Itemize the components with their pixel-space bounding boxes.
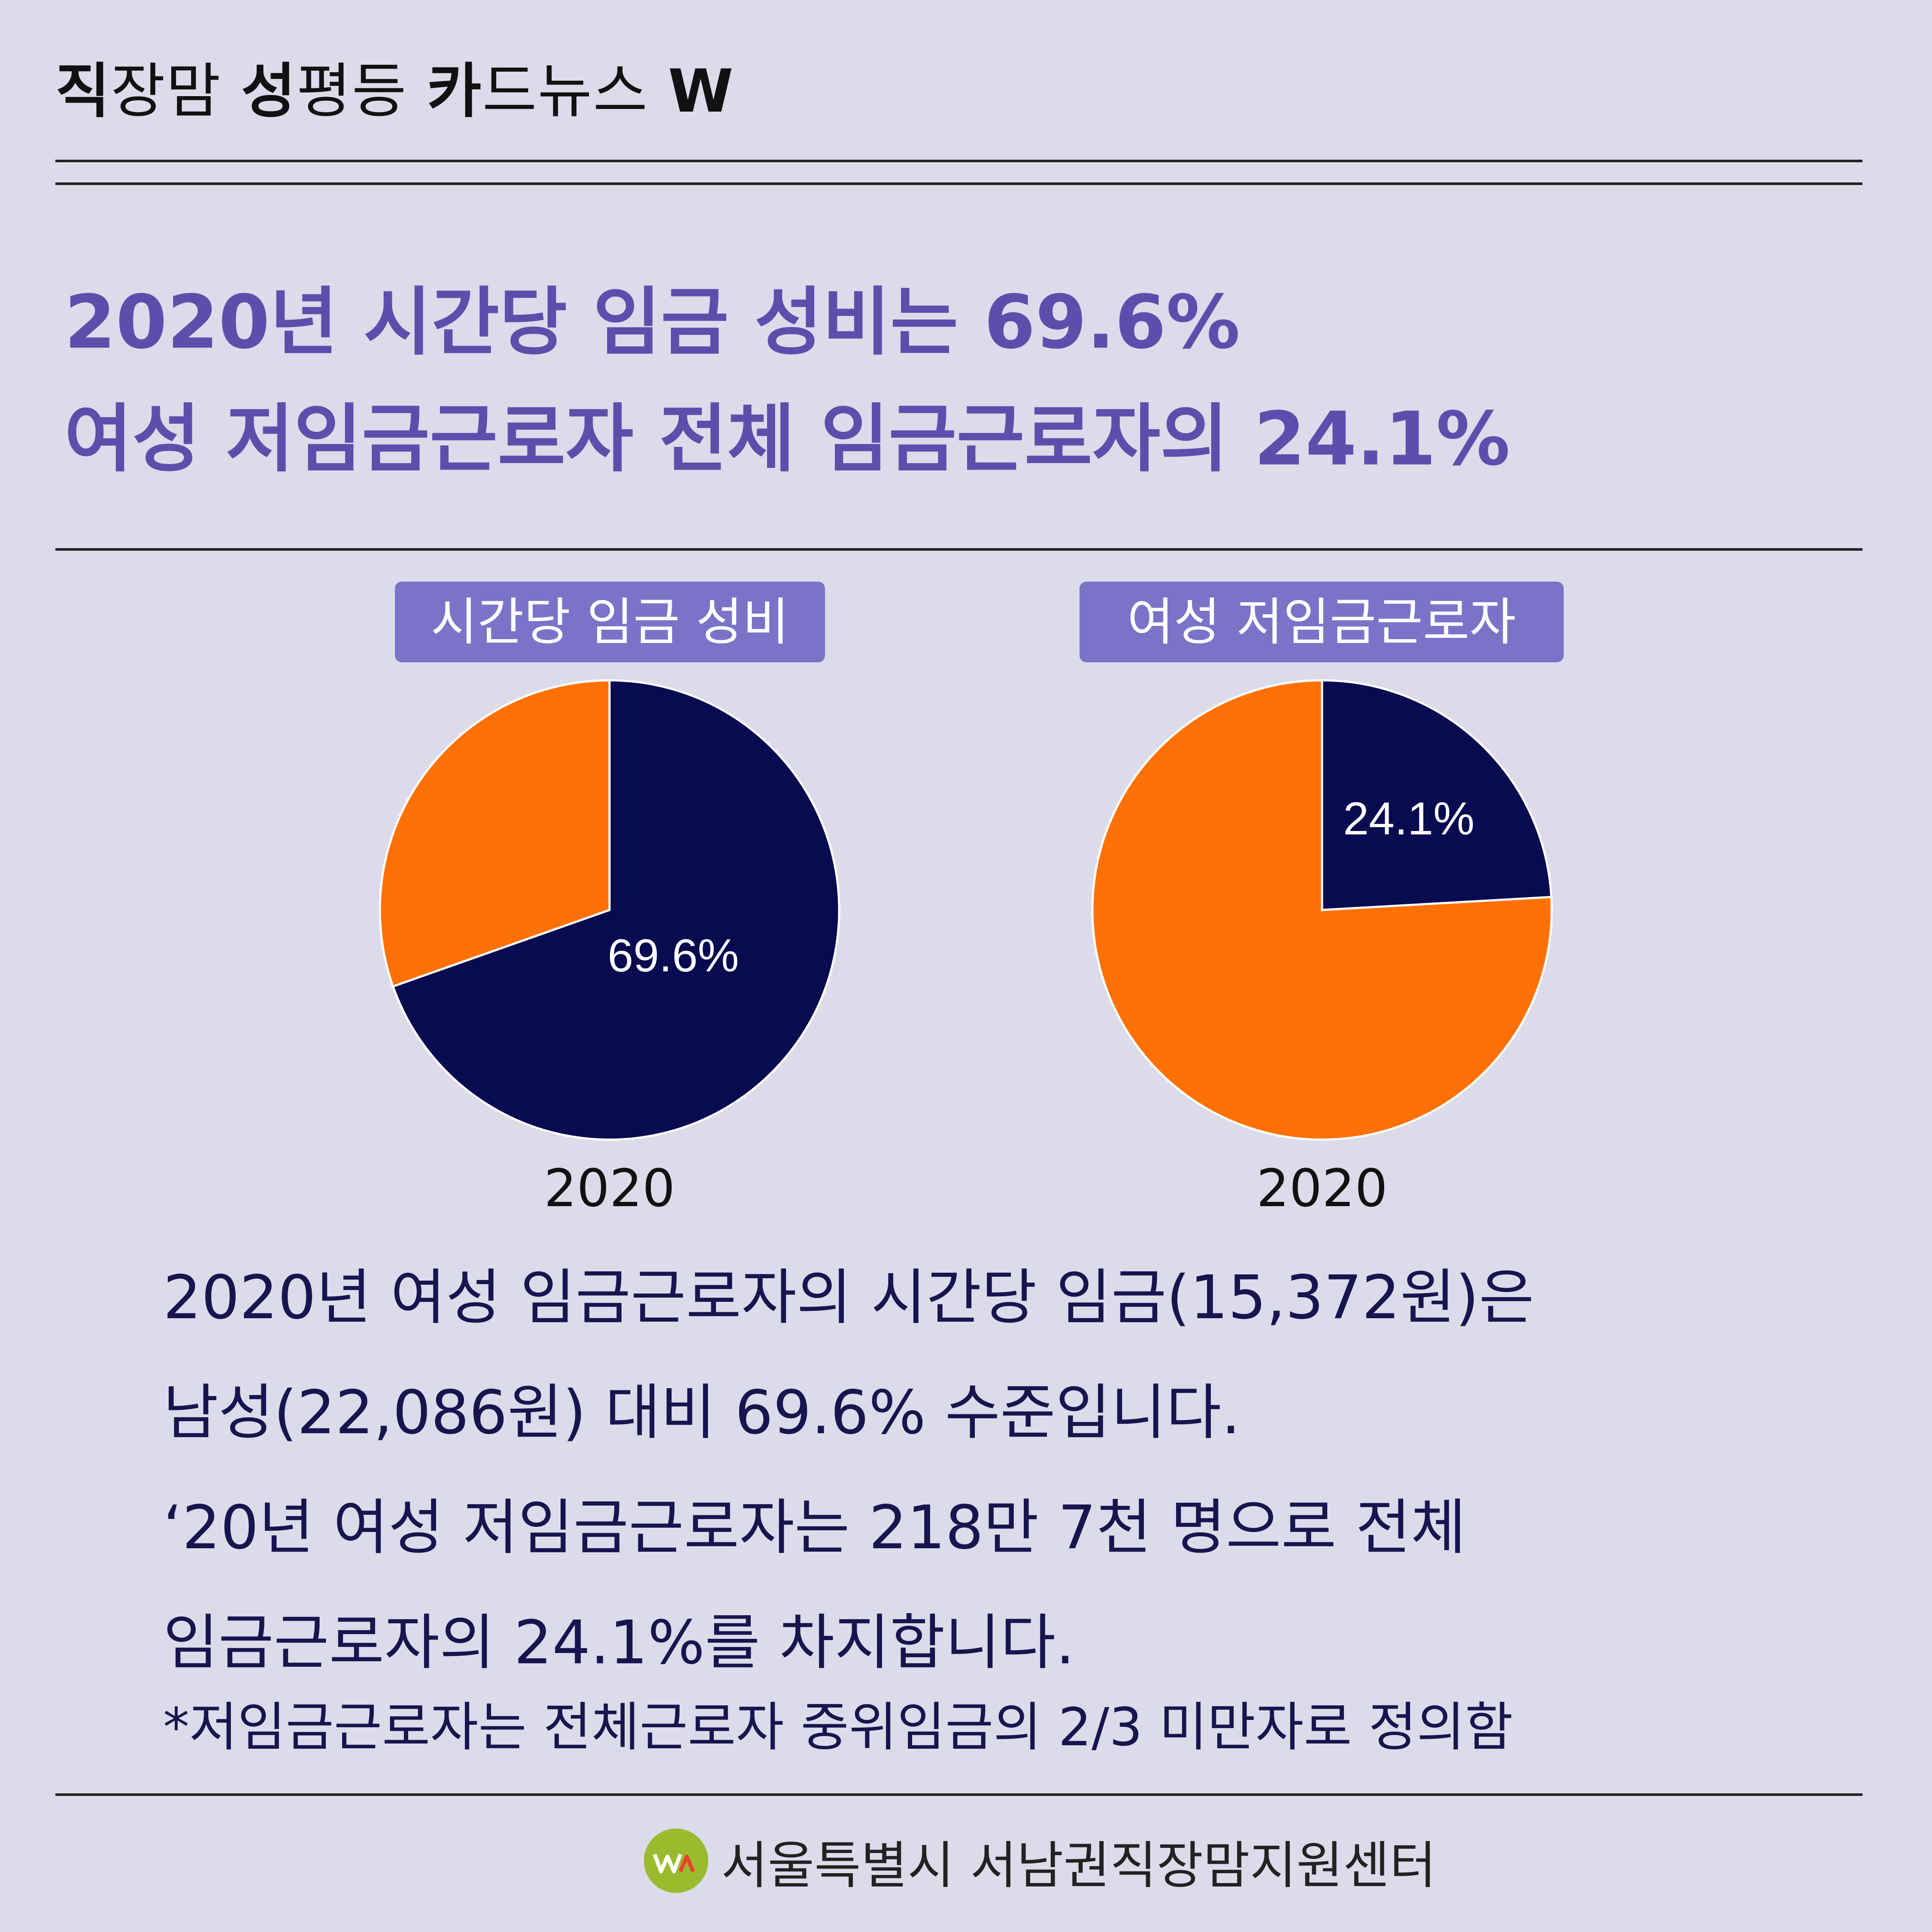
chart-1-xlabel: 2020: [544, 1159, 675, 1219]
pie-data-label: 24.1%: [1343, 792, 1474, 844]
footer-logo: 서울특별시 서남권직장맘지원센터: [644, 1818, 1436, 1904]
brand-title: 직장맘 성평등 카드뉴스 W: [55, 43, 734, 129]
pie-slice: [379, 679, 611, 988]
center-logo-icon: [644, 1829, 708, 1893]
footer-organization: 서울특별시 서남권직장맘지원센터: [721, 1835, 1436, 1895]
body-line: ‘20년 여성 저임금근로자는 218만 7천 명으로 전체: [163, 1493, 1466, 1563]
divider-middle: [55, 548, 1862, 551]
chart-1-title: 시간당 임금 성비: [395, 582, 825, 662]
headline: 2020년 시간당 임금 성비는 69.6% 여성 저임금근로자 전체 임금근로…: [64, 264, 1510, 497]
pie-chart-low-wage: 24.1%: [1091, 679, 1553, 1141]
pie-slice: [391, 679, 840, 1141]
body-line: 2020년 여성 임금근로자의 시간당 임금(15,372원)은: [163, 1263, 1535, 1333]
body-line: 남성(22,086원) 대비 69.6% 수준입니다.: [163, 1378, 1240, 1448]
brand-part: 성: [241, 57, 297, 126]
brand-part: 카: [427, 57, 482, 126]
pie-data-label: 69.6%: [607, 929, 739, 981]
divider-bottom: [55, 1793, 1862, 1796]
divider-top-2: [55, 182, 1862, 185]
headline-line-1: 2020년 시간당 임금 성비는 69.6%: [64, 279, 1240, 365]
pie-slice: [1321, 679, 1553, 911]
brand-part: 드뉴스: [482, 57, 668, 126]
footnote: *저임금근로자는 전체근로자 중위임금의 2/3 미만자로 정의함: [163, 1697, 1513, 1758]
brand-part: W: [668, 57, 734, 126]
divider-top-1: [55, 160, 1862, 162]
body-line: 임금근로자의 24.1%를 차지합니다.: [163, 1608, 1075, 1678]
pie-slice: [1091, 679, 1553, 1141]
headline-line-2: 여성 저임금근로자 전체 임금근로자의 24.1%: [64, 396, 1510, 482]
chart-2-title: 여성 저임금근로자: [1080, 582, 1564, 662]
brand-part: 평등: [296, 57, 427, 126]
body-text: 2020년 여성 임금근로자의 시간당 임금(15,372원)은 남성(22,0…: [163, 1240, 1534, 1701]
chart-2-xlabel: 2020: [1256, 1159, 1388, 1219]
brand-part: 장맘: [110, 57, 241, 126]
brand-part: 직: [55, 57, 111, 126]
pie-chart-wage-ratio: 69.6%: [379, 679, 840, 1141]
